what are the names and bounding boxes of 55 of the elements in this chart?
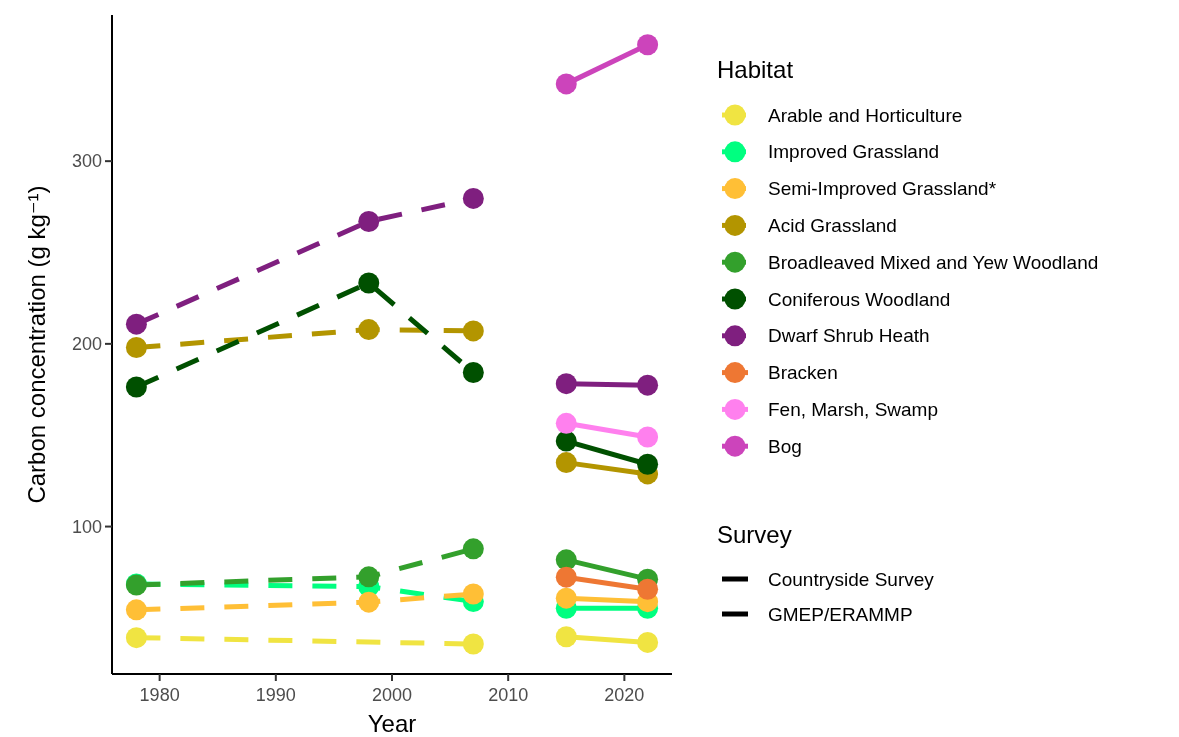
point [555,373,577,395]
point [555,549,577,571]
legend-label: Bracken [768,362,838,384]
point [462,320,484,342]
legend-label: Coniferous Woodland [768,288,951,310]
point [555,566,577,588]
point [358,210,380,232]
point [462,633,484,655]
y-axis-title: Carbon concentration (g kg⁻¹) [23,185,50,504]
point [555,430,577,452]
text: Countryside Survey [768,568,935,590]
point [555,587,577,609]
point [637,578,659,600]
text: GMEP/ERAMMP [768,603,913,625]
legend-label: Semi-Improved Grassland* [768,178,997,200]
legend-label: Arable and Horticulture [768,104,963,126]
point [555,73,577,95]
point [555,626,577,648]
point [358,272,380,294]
point [358,591,380,613]
y-tick-label: 300 [71,151,102,172]
legend-label: Acid Grassland [768,215,897,237]
point [125,627,147,649]
point [358,319,380,341]
x-tick-label: 1990 [255,685,296,705]
point [637,631,659,653]
x-tick-label: 2000 [371,685,413,705]
legend-label: Dwarf Shrub Heath [768,325,930,347]
legend-title: Habitat [717,56,794,83]
point [125,337,147,359]
point [462,583,484,605]
point [637,374,659,396]
x-tick-label: 2020 [604,685,645,705]
point [637,426,659,448]
y-tick-label: 200 [71,334,102,355]
point [462,538,484,560]
point [637,34,659,56]
legend-label: Fen, Marsh, Swamp [768,399,938,421]
point [555,412,577,434]
x-tick-label: 1980 [139,685,180,705]
legend-label: Bog [768,435,802,457]
point [125,313,147,335]
point [462,362,484,384]
y-tick-label: 100 [71,516,102,537]
point [637,453,659,475]
x-axis-title: Year [367,710,417,737]
text: Survey [717,521,792,548]
point [125,599,147,621]
legend-label: Improved Grassland [768,141,940,163]
x-tick-label: 2010 [488,685,529,705]
legend-label: Broadleaved Mixed and Yew Woodland [768,251,1099,273]
point [555,452,577,474]
point [358,566,380,588]
point [462,187,484,209]
point [125,376,147,398]
